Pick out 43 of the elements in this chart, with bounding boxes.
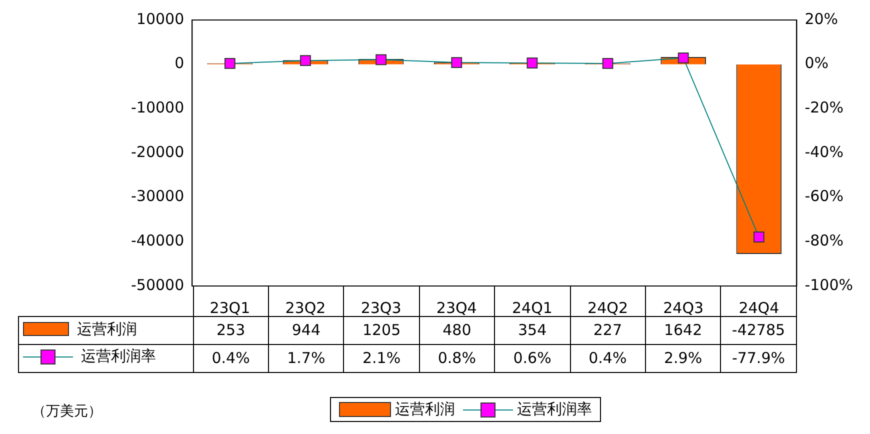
x-tick-label: 23Q2 — [285, 298, 326, 317]
y2-tick-label: 0% — [804, 54, 828, 72]
text: （万美元） — [32, 404, 102, 420]
y-tick-label: -50000 — [130, 276, 184, 294]
data-label: 2.1% — [344, 344, 420, 372]
legend-label: 运营利润 — [77, 320, 137, 339]
data-label: 253 — [193, 316, 268, 344]
y-tick-label: -10000 — [130, 98, 184, 117]
legend-label: 运营利润率 — [81, 347, 156, 366]
data-label: -77.9% — [720, 344, 796, 372]
y-tick-label: 10000 — [136, 10, 184, 28]
x-tick-label: 23Q3 — [360, 298, 402, 317]
y2-tick-label: -20% — [804, 98, 844, 117]
x-tick-label: 23Q1 — [210, 298, 250, 317]
x-tick-label: 24Q4 — [738, 298, 780, 317]
data-label: 480 — [419, 316, 495, 344]
y2-tick-label: -40% — [804, 142, 844, 161]
y-tick-label: -30000 — [130, 187, 184, 206]
data-label: 0.4% — [193, 344, 268, 372]
data-label: 1205 — [344, 316, 420, 344]
data-label: 0.4% — [570, 344, 646, 372]
data-label: 1.7% — [268, 344, 344, 372]
y2-tick-label: 20% — [804, 10, 838, 28]
y-tick-label: -20000 — [130, 142, 184, 161]
data-label: 354 — [494, 316, 570, 344]
text: 运营利润率 — [517, 400, 592, 418]
text: 运营利润 — [395, 400, 455, 418]
y-tick-label: -40000 — [130, 232, 184, 250]
data-label: 0.8% — [419, 344, 495, 372]
x-tick-label: 24Q2 — [588, 298, 628, 317]
data-label: -42785 — [720, 316, 796, 344]
x-tick-label: 24Q1 — [512, 298, 552, 317]
data-label: 0.6% — [494, 344, 570, 372]
y2-tick-label: -100% — [804, 276, 853, 294]
y-tick-label: 0 — [174, 54, 184, 72]
y2-tick-label: -60% — [804, 187, 844, 206]
data-label: 944 — [268, 316, 344, 344]
data-label: 2.9% — [645, 344, 721, 372]
data-label: 227 — [570, 316, 646, 344]
y2-tick-label: -80% — [804, 232, 844, 250]
x-tick-label: 23Q4 — [436, 298, 477, 317]
x-tick-label: 24Q3 — [663, 298, 704, 317]
data-label: 1642 — [645, 316, 721, 344]
